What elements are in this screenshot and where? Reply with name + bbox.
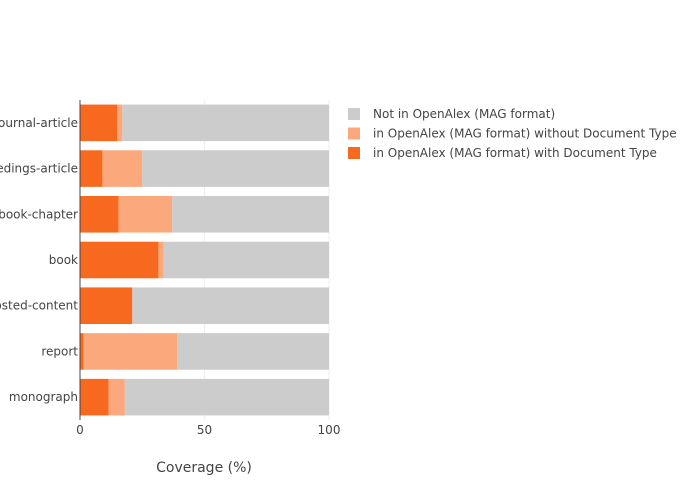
- axes: journal-article proceedings-article book-c…: [0, 100, 340, 437]
- legend-swatch-2[interactable]: [348, 147, 360, 159]
- bar-book-series-1: [158, 241, 164, 279]
- y-tick-label: book: [49, 253, 78, 267]
- y-tick-label: monograph: [9, 390, 78, 404]
- y-tick-label: proceedings-article: [0, 162, 78, 176]
- bar-journal-article-series-2: [122, 104, 329, 142]
- bars: [80, 104, 329, 416]
- legend: Not in OpenAlex (MAG format) in OpenAlex …: [348, 107, 677, 160]
- bar-journal-article-series-0: [80, 104, 118, 142]
- bar-journal-article-series-1: [117, 104, 123, 142]
- bar-report-series-0: [80, 333, 84, 370]
- legend-swatch-0[interactable]: [348, 108, 360, 120]
- bar-book-series-2: [163, 241, 329, 279]
- bar-report-series-2: [177, 333, 329, 370]
- x-tick-label-2: 100: [318, 423, 341, 437]
- bar-monograph-series-2: [124, 378, 329, 416]
- bar-posted-content-series-0: [80, 287, 133, 324]
- x-tick-label-0: 0: [76, 423, 84, 437]
- y-tick-label: book-chapter: [0, 207, 78, 221]
- x-axis-title: Coverage (%): [156, 460, 252, 476]
- bar-book-chapter-series-1: [118, 196, 173, 233]
- bar-proceedings-article-series-0: [80, 150, 103, 187]
- bar-proceedings-article-series-2: [142, 150, 329, 187]
- bar-posted-content-series-2: [132, 287, 329, 324]
- bar-book-series-0: [80, 241, 159, 279]
- y-tick-label: journal-article: [0, 116, 78, 130]
- bar-monograph-series-1: [108, 378, 125, 416]
- legend-label-1[interactable]: in OpenAlex (MAG format) without Documen…: [373, 127, 677, 141]
- y-tick-label: posted-content: [0, 299, 78, 313]
- bar-monograph-series-0: [80, 378, 109, 416]
- bar-book-chapter-series-0: [80, 196, 119, 233]
- legend-swatch-1[interactable]: [348, 127, 360, 140]
- y-tick-label: report: [41, 344, 78, 358]
- legend-label-2[interactable]: in OpenAlex (MAG format) with Document T…: [373, 146, 657, 160]
- bar-proceedings-article-series-1: [102, 150, 143, 187]
- bar-report-series-1: [83, 333, 178, 370]
- legend-label-0[interactable]: Not in OpenAlex (MAG format): [373, 107, 555, 121]
- bar-book-chapter-series-2: [172, 196, 329, 233]
- x-tick-label-1: 50: [197, 423, 212, 437]
